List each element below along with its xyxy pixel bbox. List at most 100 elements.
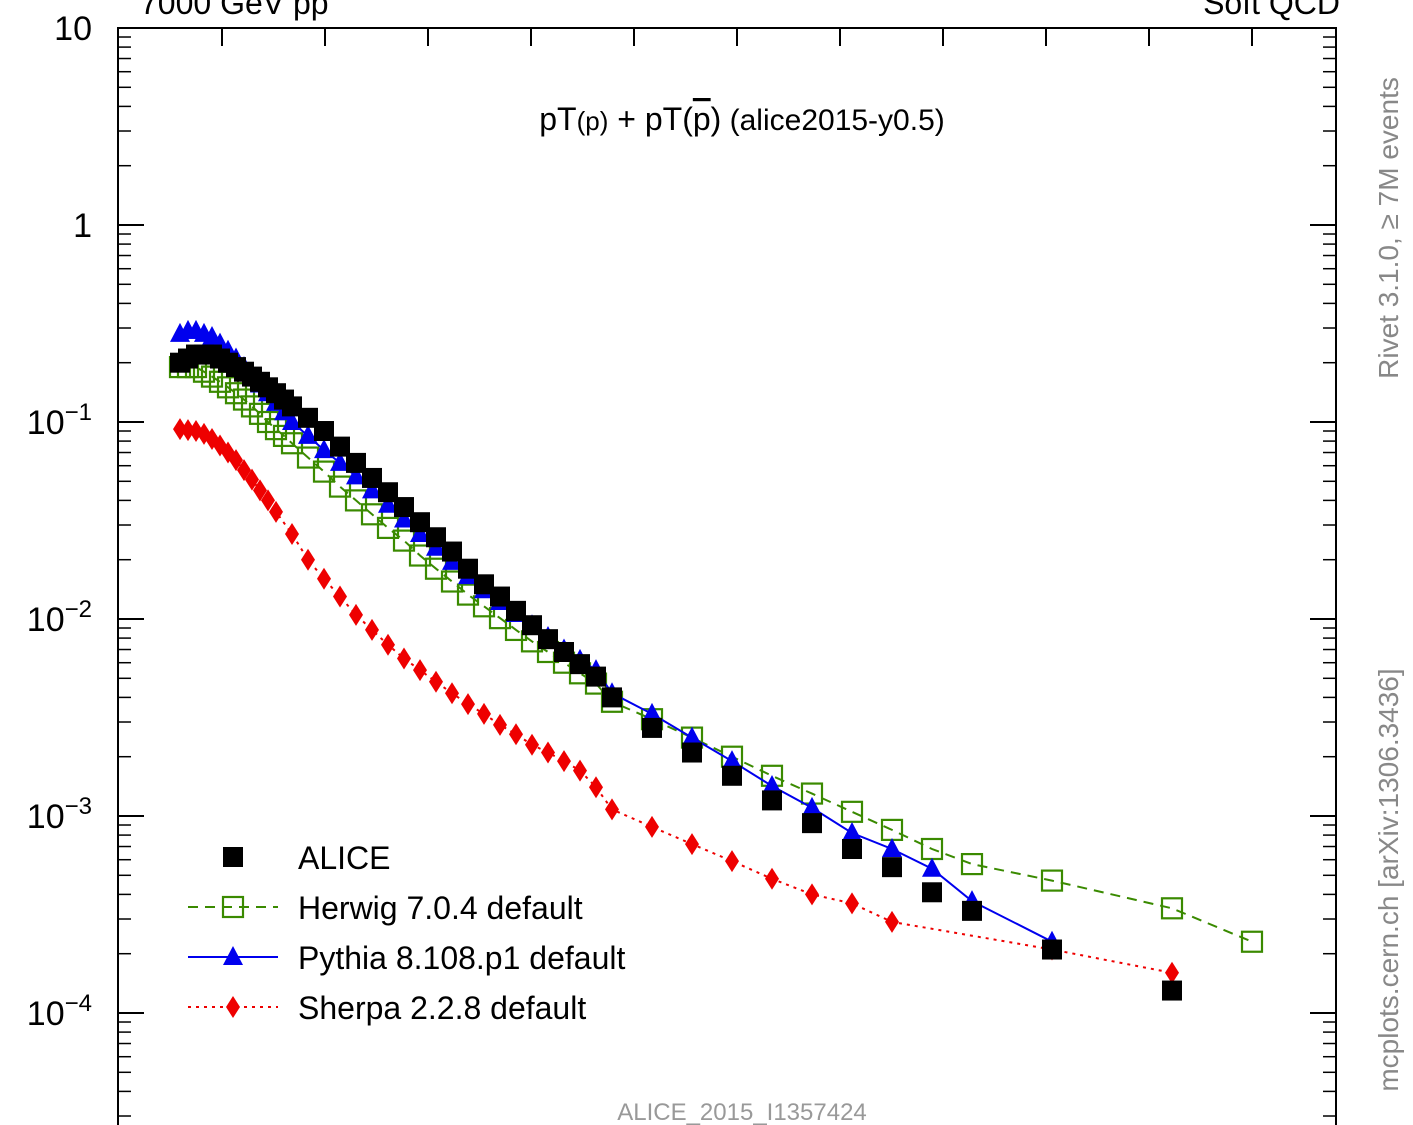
data-point [922,857,942,877]
data-point [602,687,622,708]
data-point [269,500,283,523]
data-point [314,439,334,459]
header-right: Soft QCD [1203,0,1340,21]
data-point [314,421,334,442]
title-pbar-close: ) [711,101,722,137]
data-point [173,418,187,441]
data-point [477,702,491,725]
data-point [248,402,272,425]
plot-border [117,27,1337,1125]
data-point [1165,961,1179,984]
y-tick-exponent: −1 [65,399,92,426]
data-point [376,516,400,540]
legend-marker [221,895,245,919]
y-tick-label: 10−2 [27,596,92,639]
data-point [554,641,574,662]
data-point [538,629,558,650]
data-point [429,670,443,693]
data-point [1162,980,1182,1001]
data-point [1240,930,1264,953]
data-point [232,388,256,411]
data-point [394,508,414,528]
data-point [378,482,398,503]
data-point [413,659,427,682]
data-point [642,717,662,738]
data-point [557,750,571,773]
y-tick-label: 1 [73,207,92,245]
y-tick-base: 10 [27,798,65,836]
data-point [541,741,555,764]
data-point [397,647,411,670]
rivet-label: Rivet 3.1.0, ≥ 7M events [1373,77,1404,379]
data-point [845,892,859,915]
data-point [261,489,275,512]
data-point [605,798,619,821]
data-point [802,813,822,834]
legend-item: ALICE [223,840,390,876]
data-point [256,410,280,434]
legend-item: Sherpa 2.2.8 default [188,990,586,1026]
data-point [333,585,347,608]
data-point [962,900,982,921]
data-point [298,407,318,428]
data-point [685,833,699,856]
data-point [805,883,819,906]
data-point [365,618,379,641]
data-point [328,475,352,498]
legend-marker [223,847,243,867]
data-point [642,702,662,722]
data-point [344,489,368,512]
arxiv-label: mcplots.cern.ch [arXiv:1306.3436] [1373,668,1404,1091]
data-point [842,821,862,841]
legend-label: Herwig 7.0.4 default [298,890,583,926]
data-point [1160,897,1184,920]
data-point [1042,939,1062,960]
data-point [762,790,782,811]
data-point [840,800,864,823]
data-point [645,815,659,838]
data-point [509,723,523,746]
legend-marker [226,996,240,1018]
data-point [722,765,742,786]
data-point [725,850,739,873]
legend-item: Herwig 7.0.4 default [188,890,583,926]
data-point [722,750,742,770]
data-point [317,567,331,590]
data-point [272,424,296,448]
legend-label: ALICE [298,840,390,876]
y-tick-label: 10−1 [27,399,92,442]
data-point [493,713,507,736]
title-pt: pT [539,101,576,137]
legend-label: Pythia 8.108.p1 default [298,940,625,976]
legend-label: Sherpa 2.2.8 default [298,990,586,1026]
data-point [885,910,899,933]
data-point [216,376,240,399]
title-plus: + pT [608,101,682,137]
data-point [960,852,984,876]
data-point [458,558,478,579]
y-tick-base: 10 [27,601,65,639]
data-point [285,523,299,546]
data-point [282,411,302,430]
data-point [802,796,822,816]
y-tick-exponent: −2 [65,596,92,623]
header-left: 7000 GeV pp [140,0,329,21]
y-tick-base: 10 [27,995,65,1033]
y-tick-exponent: −3 [65,793,92,820]
y-tick-exponent: −4 [65,990,92,1017]
legend-item: Pythia 8.108.p1 default [188,940,625,976]
series-layer [168,319,1264,1001]
data-point [282,396,302,417]
data-point [312,460,336,483]
data-point [682,726,702,746]
data-point [229,449,243,472]
data-point [573,759,587,782]
data-point [330,436,350,457]
data-point [445,682,459,705]
data-point [765,867,779,890]
legend: ALICE Herwig 7.0.4 default Pythia 8.108.p1… [188,840,625,1026]
data-point [474,574,494,595]
data-point [253,479,267,502]
data-point [381,633,395,656]
